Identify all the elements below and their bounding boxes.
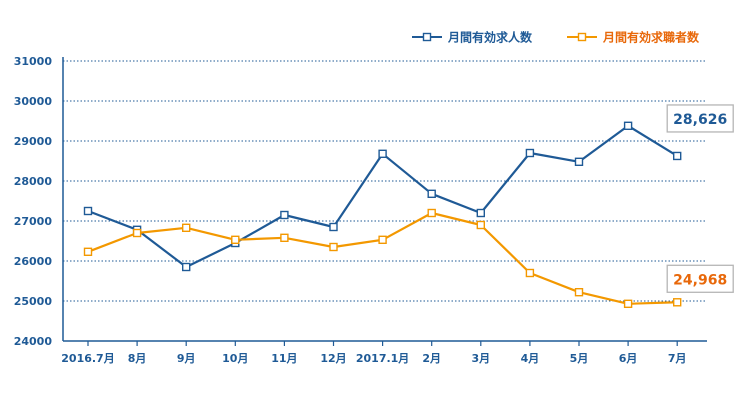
- data-point: [525, 148, 535, 158]
- data-point: [231, 235, 240, 245]
- data-point: [83, 247, 93, 257]
- x-tick-label: 10月: [222, 352, 248, 365]
- y-tick-label: 28000: [14, 175, 53, 188]
- x-tick-label: 6月: [619, 352, 638, 365]
- callouts: 28,626 24,968: [666, 104, 734, 293]
- y-axis-ticks: 24000 25000 26000 27000 28000 29000 30000 31000: [14, 55, 53, 348]
- data-point: [673, 298, 682, 307]
- grid: [63, 60, 707, 302]
- data-point: [329, 242, 338, 252]
- data-point: [280, 233, 289, 243]
- y-tick-label: 27000: [14, 215, 53, 228]
- value-callout-label: 24,968: [673, 272, 727, 288]
- data-point: [83, 206, 93, 216]
- axes: [62, 57, 707, 342]
- y-tick-label: 29000: [14, 135, 53, 148]
- x-tick-label: 5月: [570, 352, 589, 365]
- x-tick-label: 3月: [471, 352, 490, 365]
- legend-marker: [422, 32, 432, 42]
- x-tick-label: 11月: [271, 352, 297, 365]
- data-point: [427, 208, 436, 218]
- x-tick-label: 8月: [128, 352, 147, 365]
- data-point: [574, 288, 584, 297]
- data-point: [181, 262, 191, 272]
- x-axis-ticks: 2016.7月 8月 9月 10月 11月 12月 2017.1月 2月 3月 4月 5月 6月 7月: [61, 341, 687, 365]
- legend-marker: [577, 32, 587, 42]
- data-point: [427, 189, 436, 199]
- value-callout-box: [666, 104, 734, 133]
- x-tick-label: 9月: [177, 352, 196, 365]
- data-point: [378, 149, 387, 159]
- y-tick-label: 26000: [14, 255, 53, 268]
- y-tick-label: 30000: [14, 95, 53, 108]
- data-point: [476, 208, 485, 218]
- data-point: [673, 151, 682, 161]
- series-group: [83, 121, 682, 308]
- legend-label: 月間有効求人数: [447, 30, 533, 45]
- value-callout-box: [666, 264, 734, 293]
- data-point: [476, 220, 485, 230]
- data-point: [574, 157, 584, 167]
- legend-label: 月間有効求職者数: [602, 30, 700, 45]
- data-point: [623, 121, 633, 131]
- data-point: [280, 210, 289, 220]
- legend: 月間有効求人数 月間有効求職者数: [412, 30, 700, 45]
- x-tick-label: 7月: [668, 352, 687, 365]
- data-point: [378, 235, 387, 245]
- data-point: [329, 222, 338, 232]
- data-point: [132, 228, 142, 238]
- data-point: [181, 223, 191, 233]
- y-tick-label: 31000: [14, 55, 53, 68]
- x-tick-label: 2016.7月: [61, 352, 114, 365]
- series-line-1: [87, 124, 678, 269]
- data-point: [525, 268, 535, 278]
- y-tick-label: 25000: [14, 295, 53, 308]
- x-tick-label: 2017.1月: [356, 352, 409, 365]
- data-point: [623, 299, 633, 308]
- x-tick-label: 12月: [320, 352, 346, 365]
- y-tick-label: 24000: [14, 335, 53, 348]
- x-tick-label: 4月: [521, 352, 540, 365]
- x-tick-label: 2月: [422, 352, 441, 365]
- value-callout-label: 28,626: [673, 112, 727, 128]
